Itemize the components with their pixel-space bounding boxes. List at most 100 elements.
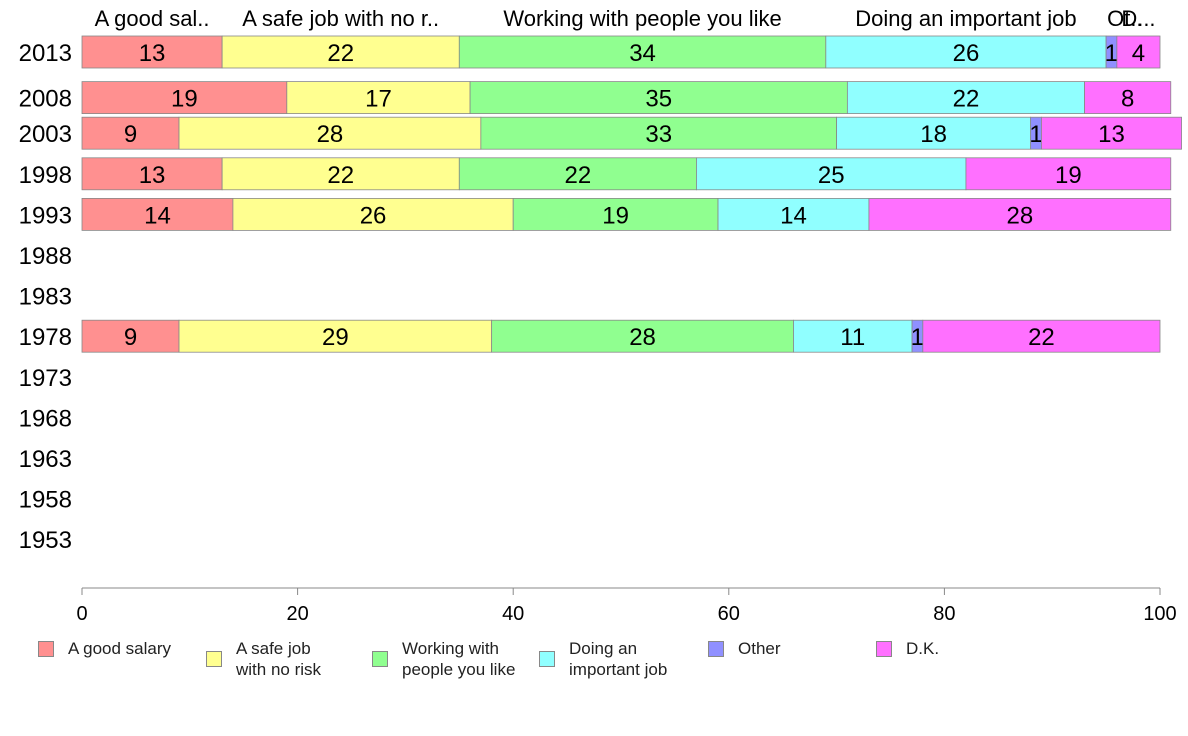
top-series-label: D...	[1121, 6, 1155, 31]
bar-segment	[512, 197, 719, 231]
legend-label: Working with people you like	[402, 639, 516, 679]
bar-value-label: 9	[124, 324, 137, 351]
legend-item: Working with people you like	[372, 638, 552, 680]
year-label: 1958	[19, 487, 72, 514]
bar-value-label: 22	[327, 162, 354, 189]
legend-swatch	[539, 651, 555, 667]
bar-segment	[232, 197, 514, 231]
top-series-label: Doing an important job	[855, 6, 1076, 31]
bar-value-label: 19	[1055, 162, 1082, 189]
bar-segment	[922, 319, 1161, 353]
legend-swatch	[38, 640, 54, 657]
year-label: 1953	[19, 527, 72, 554]
bar-value-label: 22	[565, 162, 592, 189]
legend-label: A safe job with no risk	[236, 639, 322, 679]
legend-label: Other	[738, 639, 781, 658]
year-label: 1973	[19, 365, 72, 392]
bar-segment	[965, 157, 1172, 191]
x-tick-label: 100	[1143, 603, 1176, 625]
bar-value-label: 35	[645, 86, 672, 113]
bar-value-label: 8	[1121, 86, 1134, 113]
year-label: 2013	[19, 40, 72, 67]
bar-segment	[1041, 116, 1182, 150]
legend-swatch	[876, 640, 892, 657]
bar-value-label: 28	[629, 324, 656, 351]
bar-value-label: 1	[1105, 40, 1118, 67]
top-series-label: A good sal..	[95, 6, 210, 31]
year-label: 1993	[19, 202, 72, 229]
x-tick-label: 40	[502, 603, 524, 625]
legend-swatch	[372, 651, 388, 667]
x-tick-label: 80	[933, 603, 955, 625]
year-label: 1988	[19, 243, 72, 270]
year-label: 1978	[19, 324, 72, 351]
bar-segment	[868, 197, 1172, 231]
legend-item: D.K.	[876, 638, 1056, 659]
bar-value-label: 18	[920, 121, 947, 148]
bar-value-label: 1	[911, 324, 924, 351]
year-label: 2008	[19, 86, 72, 113]
bar-value-label: 13	[1098, 121, 1125, 148]
year-label: 1968	[19, 405, 72, 432]
bar-segment	[178, 116, 482, 150]
bar-segment	[81, 319, 180, 353]
bar-segment	[81, 81, 288, 114]
bar-segment	[81, 157, 223, 191]
bar-value-label: 13	[139, 162, 166, 189]
bar-value-label: 26	[360, 202, 387, 229]
bar-segment	[1116, 35, 1161, 69]
x-tick-label: 0	[76, 603, 87, 625]
x-tick-label: 60	[718, 603, 740, 625]
bar-value-label: 26	[953, 40, 980, 67]
top-series-label: Working with people you like	[503, 6, 781, 31]
legend-item: A safe job with no risk	[206, 638, 386, 680]
bar-segment	[836, 116, 1032, 150]
bar-segment	[825, 35, 1107, 69]
year-label: 1963	[19, 446, 72, 473]
year-label: 1983	[19, 284, 72, 311]
bar-value-label: 14	[144, 202, 171, 229]
bar-value-label: 13	[139, 40, 166, 67]
bar-value-label: 22	[327, 40, 354, 67]
legend-swatch	[708, 640, 724, 657]
bar-segment	[696, 157, 967, 191]
legend-item: Other	[708, 638, 888, 659]
top-series-label: Ot..	[1107, 6, 1142, 31]
legend-label: D.K.	[906, 639, 940, 658]
legend-item: A good salary	[38, 638, 218, 659]
year-label: 2003	[19, 121, 72, 148]
bar-segment	[286, 81, 471, 114]
bar-segment	[81, 116, 180, 150]
bar-value-label: 19	[602, 202, 629, 229]
bar-segment	[793, 319, 913, 353]
bar-value-label: 25	[818, 162, 845, 189]
bar-segment	[81, 197, 234, 231]
bar-value-label: 22	[953, 86, 980, 113]
bar-value-label: 14	[780, 202, 807, 229]
legend-label: Doing an important job	[569, 639, 668, 679]
bar-value-label: 28	[317, 121, 344, 148]
bar-value-label: 33	[645, 121, 672, 148]
bar-value-label: 29	[322, 324, 349, 351]
bar-value-label: 19	[171, 86, 198, 113]
legend-item: Doing an important job	[539, 638, 719, 680]
bar-value-label: 11	[840, 324, 865, 351]
bar-value-label: 28	[1007, 202, 1034, 229]
bar-value-label: 1	[1029, 121, 1042, 148]
bar-segment	[458, 35, 827, 69]
bar-value-label: 22	[1028, 324, 1055, 351]
bar-value-label: 4	[1132, 40, 1145, 67]
chart-legend: A good salary A safe job with no risk Work…	[38, 638, 1158, 688]
bar-segment	[81, 35, 223, 69]
bar-value-label: 34	[629, 40, 656, 67]
legend-swatch	[206, 651, 222, 667]
x-tick-label: 20	[286, 603, 308, 625]
legend-label: A good salary	[68, 639, 172, 658]
bar-segment	[469, 81, 848, 114]
bar-value-label: 9	[124, 121, 137, 148]
year-label: 1998	[19, 162, 72, 189]
top-series-label: A safe job with no r..	[242, 6, 439, 31]
bar-value-label: 17	[365, 86, 392, 113]
bar-segment	[1084, 81, 1172, 114]
